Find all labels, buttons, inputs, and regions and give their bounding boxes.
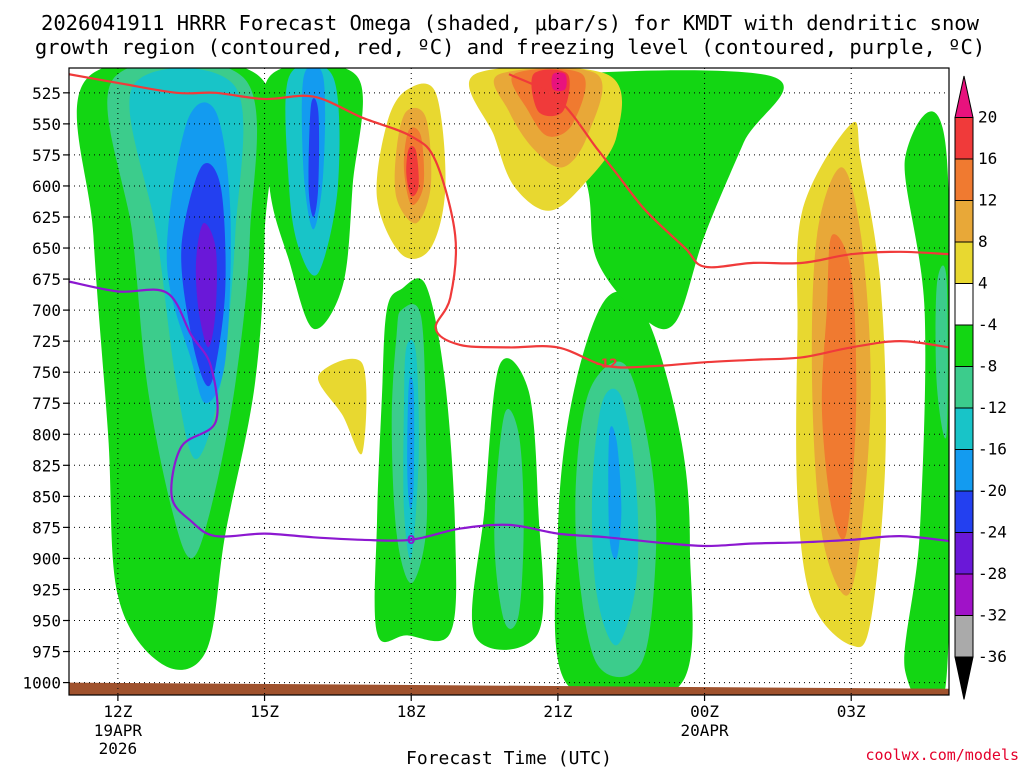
colorbar-label: 16 xyxy=(978,149,997,168)
colorbar-label: -16 xyxy=(978,440,1007,459)
y-tick-label: 725 xyxy=(32,332,61,351)
terrain-strip xyxy=(69,682,949,695)
y-tick-label: 1000 xyxy=(22,674,61,693)
sink-17z-region xyxy=(317,358,367,455)
y-tick-label: 750 xyxy=(32,363,61,382)
lift-east-edge-region xyxy=(935,265,948,439)
y-tick-label: 700 xyxy=(32,301,61,320)
x-tick-label: 21Z xyxy=(543,702,572,721)
y-tick-label: 775 xyxy=(32,394,61,413)
colorbar-label: -20 xyxy=(978,481,1007,500)
contour-lines: -12 0 xyxy=(69,73,949,548)
colorbar-label: -4 xyxy=(978,315,997,334)
colorbar-bin xyxy=(954,324,974,367)
chart-title-line2: growth region (contoured, red, ºC) and f… xyxy=(35,35,985,59)
colorbar-label: -28 xyxy=(978,564,1007,583)
omega-shading xyxy=(76,68,949,695)
colorbar-bin xyxy=(954,449,974,492)
lift-20z-region xyxy=(494,409,524,629)
y-tick-label: 925 xyxy=(32,580,61,599)
colorbar-label: -24 xyxy=(978,523,1007,542)
dendritic-growth-contour-1 xyxy=(69,73,949,369)
colorbar: 20 16 12 8 4 -4 -8 -12 -16 -20 -24 -28 -32 -36 xyxy=(954,75,1007,700)
y-tick-label: 550 xyxy=(32,115,61,134)
y-tick-label: 675 xyxy=(32,270,61,289)
colorbar-bin xyxy=(954,366,974,409)
y-tick-label: 800 xyxy=(32,425,61,444)
sink-18z-region xyxy=(406,146,419,197)
colorbar-bin xyxy=(954,283,974,326)
colorbar-bin xyxy=(954,407,974,450)
y-tick-label: 950 xyxy=(32,612,61,631)
colorbar-bin xyxy=(954,158,974,201)
y-tick-label: 825 xyxy=(32,456,61,475)
x-tick-label: 00Z xyxy=(690,702,719,721)
colorbar-label: -32 xyxy=(978,606,1007,625)
chart-title-line1: 2026041911 HRRR Forecast Omega (shaded, … xyxy=(41,11,980,35)
colorbar-label: 8 xyxy=(978,232,988,251)
colorbar-label: -12 xyxy=(978,398,1007,417)
colorbar-label: -36 xyxy=(978,647,1007,666)
colorbar-bin xyxy=(954,241,974,284)
x-tick-date: 20APR xyxy=(680,721,729,740)
colorbar-top-arrow xyxy=(954,75,974,118)
y-tick-label: 525 xyxy=(32,84,61,103)
x-tick-label: 12Z xyxy=(103,702,132,721)
lift-core-16z-region xyxy=(308,98,320,217)
lift-2130z-region xyxy=(608,426,622,560)
colorbar-bin xyxy=(954,200,974,243)
y-tick-label: 975 xyxy=(32,643,61,662)
plot-frame xyxy=(68,67,950,696)
freezing-level-contour xyxy=(69,280,949,548)
colorbar-bin xyxy=(954,532,974,575)
colorbar-bottom-arrow xyxy=(954,656,974,700)
colorbar-bin xyxy=(954,117,974,160)
plot-area: -12 0 xyxy=(69,68,949,695)
y-tick-label: 600 xyxy=(32,177,61,196)
dotted-grid xyxy=(69,68,949,695)
freezing-level-contour-label: 0 xyxy=(407,533,415,547)
sink-21z-region xyxy=(551,72,567,91)
x-tick-label: 03Z xyxy=(837,702,866,721)
x-tick-label: 15Z xyxy=(250,702,279,721)
dendritic-growth-contour-2-label: -12 xyxy=(596,356,618,370)
sink-26z-27z-region xyxy=(821,234,857,540)
colorbar-label: 4 xyxy=(978,274,988,293)
y-tick-label: 575 xyxy=(32,146,61,165)
colorbar-bin xyxy=(954,573,974,616)
y-tick-label: 650 xyxy=(32,239,61,258)
colorbar-label: -8 xyxy=(978,357,997,376)
dendritic-growth-contour-2 xyxy=(508,73,949,269)
y-tick-label: 900 xyxy=(32,549,61,568)
y-axis: 525 550 575 600 625 650 675 700 725 750 775 800 825 8… xyxy=(22,84,69,693)
y-tick-label: 625 xyxy=(32,208,61,227)
y-tick-label: 850 xyxy=(32,487,61,506)
colorbar-label: 20 xyxy=(978,108,997,127)
colorbar-bin xyxy=(954,490,974,533)
x-tick-date: 19APR xyxy=(94,721,143,740)
x-tick-label: 18Z xyxy=(397,702,426,721)
x-tick-year: 2026 xyxy=(99,739,138,758)
terrain-fill xyxy=(69,682,949,695)
credit-text: coolwx.com/models xyxy=(865,746,1019,764)
colorbar-bin xyxy=(954,615,974,658)
y-tick-label: 875 xyxy=(32,518,61,537)
x-axis-label: Forecast Time (UTC) xyxy=(406,748,612,768)
lift-core-13z-14z-region xyxy=(195,222,217,348)
lift-18z-region xyxy=(407,376,415,510)
colorbar-label: 12 xyxy=(978,191,997,210)
lift-east-edge-region xyxy=(904,111,949,695)
